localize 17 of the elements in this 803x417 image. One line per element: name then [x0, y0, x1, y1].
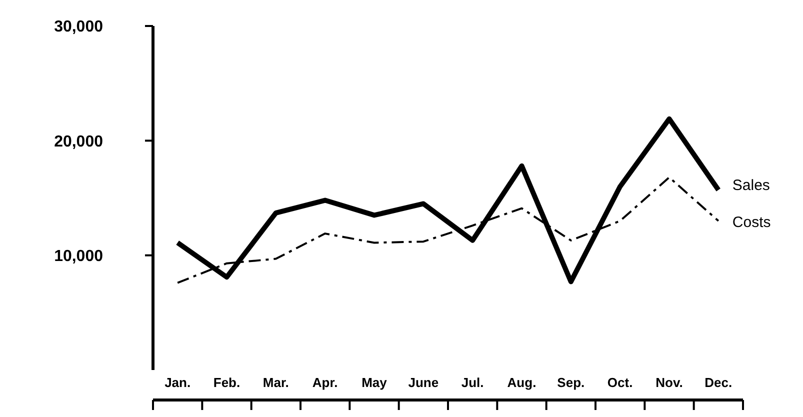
x-tick-label: Nov. [656, 375, 683, 390]
series-label: Costs [732, 214, 771, 231]
x-tick-label: Aug. [507, 375, 536, 390]
series-label: Sales [732, 176, 770, 194]
x-tick-label: June [408, 375, 439, 390]
x-tick-label: Apr. [312, 375, 338, 390]
x-tick-label: Jan. [164, 375, 191, 390]
y-tick-label: 20,000 [54, 133, 104, 150]
x-tick-label: May [362, 375, 388, 390]
y-tick-label: 30,000 [54, 18, 104, 36]
x-tick-label: Oct. [607, 375, 633, 390]
x-tick-label: Mar. [262, 375, 289, 390]
x-tick-label: Sep. [557, 375, 585, 390]
x-tick-label: Feb. [213, 375, 240, 390]
y-tick-label: 10,000 [54, 248, 104, 266]
x-tick-label: Jul. [461, 375, 484, 390]
x-tick-label: Dec. [704, 375, 732, 390]
